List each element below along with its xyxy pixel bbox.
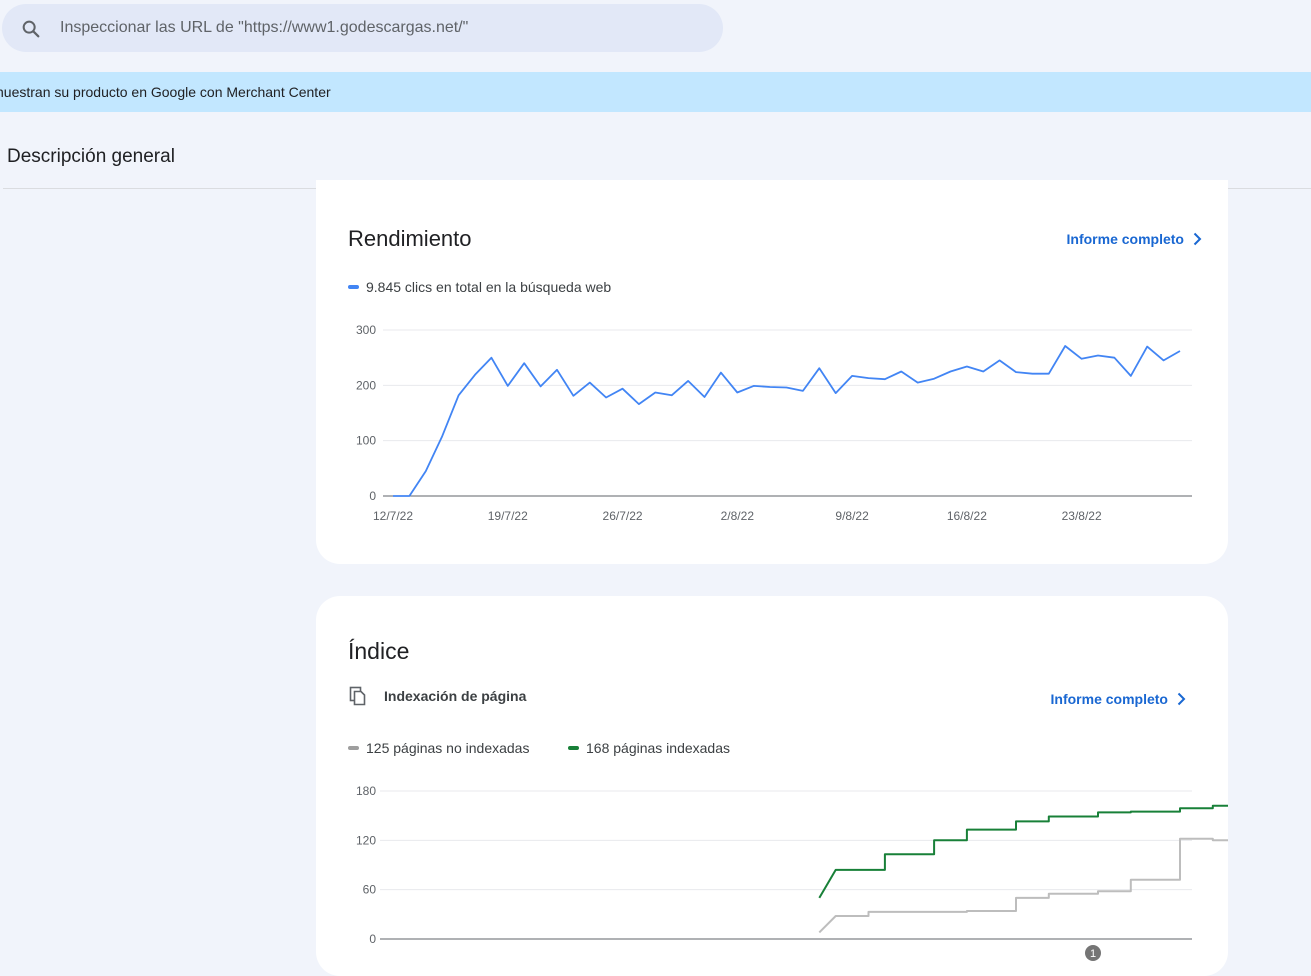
index-title: Índice	[348, 638, 410, 664]
search-icon[interactable]	[20, 18, 42, 40]
search-input[interactable]	[60, 4, 700, 52]
x-tick-label: 16/8/22	[947, 509, 987, 523]
annotation-badge[interactable]: 1	[1085, 945, 1101, 961]
y-tick-label: 0	[369, 489, 376, 503]
url-inspection-search[interactable]	[2, 4, 723, 52]
performance-full-report-label: Informe completo	[1066, 231, 1184, 247]
performance-title: Rendimiento	[348, 226, 472, 251]
performance-chart: 0 100 200 300 12/7/22 19/7/22 26/7/22 2/8/22 9/8…	[356, 323, 1192, 523]
chevron-right-icon	[1177, 692, 1186, 706]
y-tick-label: 200	[356, 378, 376, 392]
legend-label-not-indexed: 125 páginas no indexadas	[366, 740, 530, 756]
y-tick-label: 100	[356, 434, 376, 448]
performance-legend: 9.845 clics en total en la búsqueda web	[348, 279, 611, 295]
merchant-center-banner: nuestran su producto en Google con Merch…	[0, 72, 1311, 112]
x-tick-label: 26/7/22	[603, 509, 643, 523]
series-line-not-indexed	[818, 837, 1228, 934]
x-tick-label: 23/8/22	[1062, 509, 1102, 523]
index-legend-indexed: 168 páginas indexadas	[568, 740, 730, 756]
legend-swatch-indexed	[568, 746, 579, 750]
pages-copy-icon	[349, 686, 366, 706]
index-chart: 0 60 120 180 1	[356, 784, 1228, 961]
performance-card: Rendimiento Informe completo 9.845 clics…	[316, 180, 1228, 564]
series-line-indexed	[818, 804, 1228, 899]
performance-full-report-link[interactable]: Informe completo	[1067, 231, 1202, 247]
index-legend-not-indexed: 125 páginas no indexadas	[348, 740, 529, 756]
legend-label-indexed: 168 páginas indexadas	[586, 740, 731, 756]
page-indexing-label: Indexación de página	[384, 688, 527, 704]
banner-text: nuestran su producto en Google con Merch…	[0, 84, 331, 100]
y-tick-label: 300	[356, 323, 376, 337]
annotation-badge-label: 1	[1090, 948, 1096, 960]
index-card: Índice Indexación de página Informe comp…	[316, 596, 1228, 976]
index-full-report-label: Informe completo	[1050, 691, 1168, 707]
index-full-report-link[interactable]: Informe completo	[1051, 691, 1186, 707]
x-tick-label: 9/8/22	[835, 509, 869, 523]
page-title: Descripción general	[7, 146, 175, 167]
legend-label-clicks: 9.845 clics en total en la búsqueda web	[366, 279, 612, 295]
y-tick-label: 180	[356, 784, 376, 798]
page-indexing-heading: Indexación de página	[348, 686, 526, 706]
y-tick-label: 60	[363, 883, 377, 897]
y-tick-label: 120	[356, 833, 376, 847]
legend-swatch-not-indexed	[348, 746, 359, 750]
chevron-right-icon	[1193, 232, 1202, 246]
y-tick-label: 0	[369, 932, 376, 946]
legend-swatch-clicks	[348, 285, 359, 289]
series-line-clicks	[393, 345, 1181, 497]
x-tick-label: 2/8/22	[721, 509, 755, 523]
x-tick-label: 12/7/22	[373, 509, 413, 523]
x-tick-label: 19/7/22	[488, 509, 528, 523]
